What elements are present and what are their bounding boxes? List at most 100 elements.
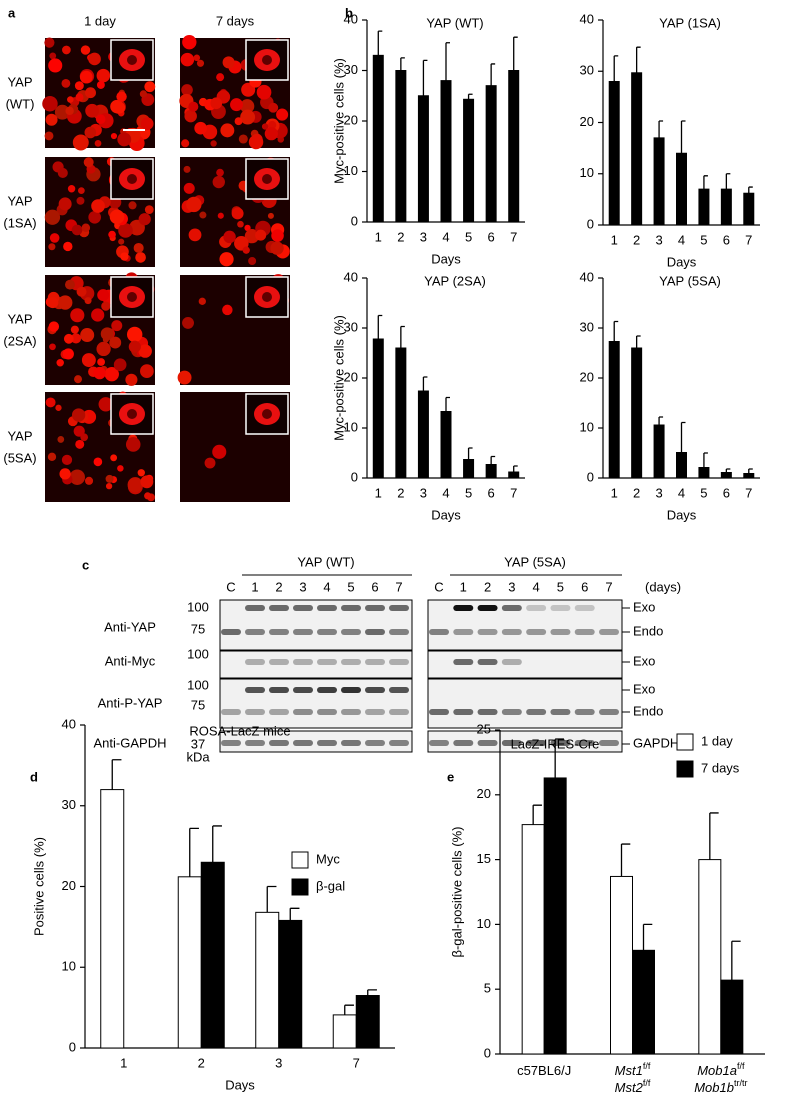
- band: [317, 629, 337, 635]
- cell: [96, 341, 111, 357]
- y-tick-label: 0: [69, 1039, 76, 1054]
- x-tick-label: 7: [353, 1055, 360, 1070]
- x-tick-label: 1: [375, 229, 382, 244]
- inset-nucleus: [262, 409, 272, 419]
- bar: [395, 70, 407, 223]
- band: [550, 629, 571, 635]
- bar: [698, 467, 710, 479]
- legend-label: 1 day: [701, 733, 733, 748]
- cell: [242, 246, 250, 254]
- cell: [248, 134, 264, 150]
- error-bar: [680, 120, 686, 154]
- cell: [55, 404, 62, 411]
- cell: [188, 101, 199, 112]
- error-bar: [613, 55, 619, 82]
- band: [365, 687, 385, 693]
- label-text: Mob1a: [697, 1063, 737, 1078]
- x-axis-label: Days: [225, 1077, 255, 1092]
- band: [599, 629, 619, 635]
- label-text: Mst2: [615, 1080, 644, 1095]
- band: [245, 687, 265, 693]
- cell: [110, 99, 124, 114]
- error-bar: [377, 314, 383, 339]
- x-tick-label: 7: [745, 232, 752, 247]
- cell: [97, 289, 110, 302]
- error-bar: [725, 173, 731, 190]
- band: [245, 629, 265, 635]
- cell: [96, 81, 105, 89]
- blot-box: [219, 678, 413, 729]
- error-bar: [709, 812, 719, 860]
- cell: [105, 482, 113, 490]
- cell: [105, 474, 114, 483]
- cell: [59, 468, 71, 480]
- error-bar: [658, 120, 664, 138]
- band: [453, 659, 474, 665]
- x-axis-label: Days: [667, 507, 697, 522]
- row-label: YAP: [7, 428, 32, 443]
- cell: [261, 123, 269, 130]
- cell: [135, 252, 146, 263]
- cell: [48, 243, 56, 251]
- cell: [42, 95, 58, 112]
- cell: [47, 297, 59, 309]
- x-tick-label: Mst2f/f: [615, 1078, 651, 1095]
- cell: [128, 201, 137, 210]
- cell: [116, 91, 127, 102]
- column-header: 1 day: [84, 13, 116, 28]
- cell: [97, 358, 106, 366]
- lane-label: 3: [299, 579, 306, 594]
- cell: [238, 134, 248, 144]
- legend-swatch: [676, 733, 694, 751]
- cell: [75, 439, 85, 449]
- band: [365, 659, 385, 665]
- band: [293, 709, 313, 715]
- band: [341, 687, 361, 693]
- cell: [96, 68, 111, 83]
- bar: [417, 95, 429, 223]
- x-tick-label: Mob1btr/tr: [694, 1078, 747, 1095]
- cell: [84, 297, 92, 305]
- cell: [210, 97, 223, 110]
- cell: [276, 108, 289, 121]
- bar: [698, 188, 710, 226]
- label-text: c57BL6/J: [517, 1063, 571, 1078]
- cell: [44, 37, 55, 48]
- cell: [267, 212, 274, 219]
- blot-box: [427, 678, 623, 729]
- band: [341, 740, 361, 746]
- cell: [144, 81, 156, 93]
- cell: [188, 228, 202, 242]
- bar: [508, 471, 520, 479]
- band: [389, 605, 409, 611]
- cell: [133, 242, 144, 254]
- band: [365, 605, 385, 611]
- lane-label: 6: [581, 579, 588, 594]
- y-tick-label: 40: [62, 716, 76, 731]
- x-tick-label: 6: [488, 485, 495, 500]
- band: [341, 605, 361, 611]
- cell: [58, 197, 72, 211]
- x-tick-label: 2: [397, 485, 404, 500]
- inset-nucleus: [127, 409, 137, 419]
- cell: [101, 301, 111, 311]
- band: [501, 659, 522, 665]
- cell: [91, 199, 105, 213]
- inset-nucleus: [127, 174, 137, 184]
- cell: [183, 165, 191, 173]
- band: [429, 629, 449, 635]
- band: [477, 709, 498, 715]
- y-tick-label: 30: [580, 63, 594, 78]
- band: [293, 687, 313, 693]
- column-header: 7 days: [216, 13, 255, 28]
- x-tick-label: 2: [633, 232, 640, 247]
- band: [526, 629, 547, 635]
- band: [341, 629, 361, 635]
- x-tick-label: Mst1f/f: [615, 1061, 651, 1078]
- band: [269, 740, 289, 746]
- lane-label: 4: [533, 579, 540, 594]
- y-tick-label: 30: [344, 62, 358, 77]
- cell: [93, 366, 106, 380]
- marker-label: 37: [191, 736, 205, 751]
- y-tick-label: 30: [580, 319, 594, 334]
